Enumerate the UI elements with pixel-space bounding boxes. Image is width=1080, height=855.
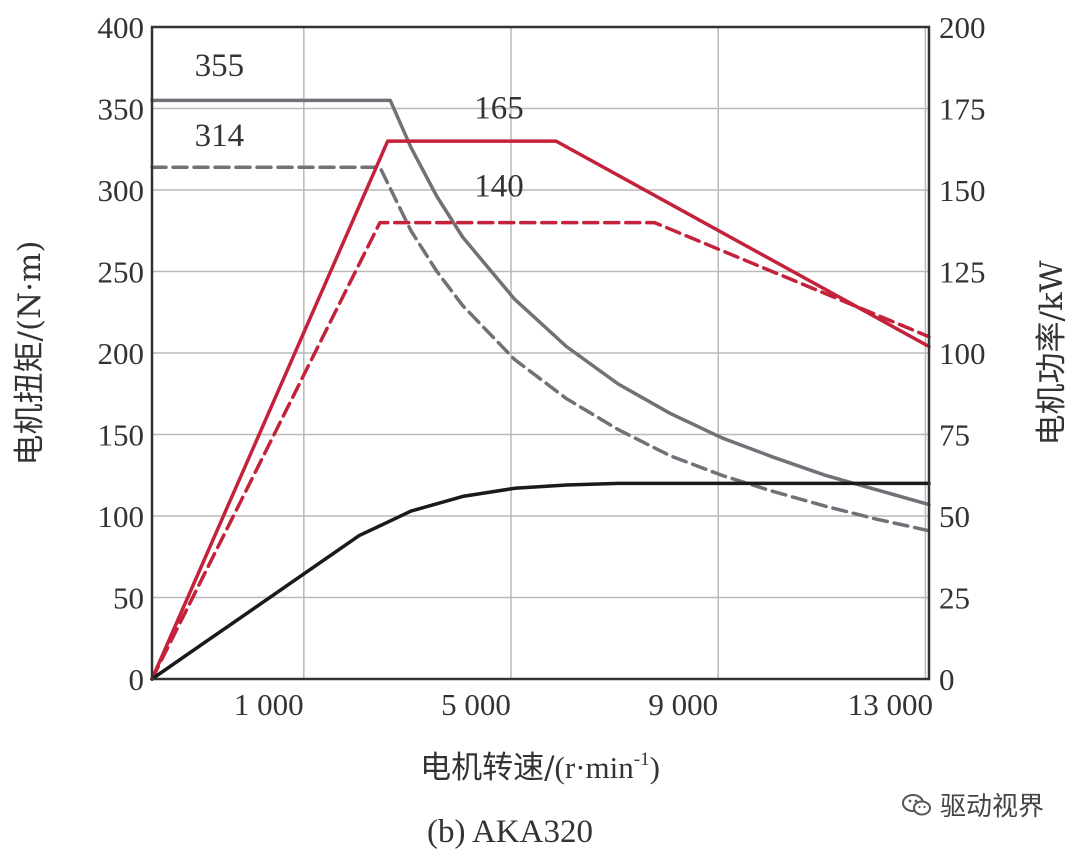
series-line-3 [150, 139, 931, 681]
watermark: 驱动视界 [901, 786, 1044, 823]
y-left-tick-label: 350 [98, 92, 145, 127]
y-left-tick-label: 250 [98, 255, 145, 290]
y-right-axis-label: 电机功率/kW [1034, 260, 1070, 445]
y-left-tick-label: 200 [98, 336, 145, 371]
y-right-tick-label: 200 [939, 10, 986, 45]
data-annotation: 140 [474, 169, 524, 205]
y-right-ticks: 0 25 50 75 100 125 150 175 200 [939, 10, 986, 697]
chart-caption: (b) AKA320 [427, 814, 593, 850]
x-axis-label: 电机转速/(r·min-1) [420, 749, 660, 786]
y-right-tick-label: 175 [939, 92, 986, 127]
y-left-axis-label: 电机扭矩/(N·m) [12, 240, 48, 465]
y-right-tick-label: 25 [939, 581, 970, 616]
series-line-4 [150, 220, 931, 681]
y-left-tick-label: 400 [98, 10, 145, 45]
x-tick-label: 5 000 [441, 687, 511, 722]
y-left-tick-label: 0 [129, 662, 145, 697]
x-tick-label: 9 000 [648, 687, 718, 722]
series-line-2 [150, 165, 931, 533]
watermark-text: 驱动视界 [939, 792, 1044, 822]
y-right-tick-label: 125 [939, 255, 986, 290]
y-right-tick-label: 50 [939, 499, 970, 534]
x-axis-label-close: ) [650, 750, 660, 785]
y-left-tick-label: 100 [98, 499, 145, 534]
y-left-ticks: 0 50 100 150 200 250 300 350 400 [98, 10, 145, 697]
x-axis-label-unit: (r·min [555, 750, 635, 785]
y-left-tick-label: 300 [98, 173, 145, 208]
data-annotation: 314 [195, 118, 245, 154]
x-axis-label-main: 电机转速/ [420, 750, 555, 786]
y-right-tick-label: 75 [939, 418, 970, 453]
y-right-tick-label: 150 [939, 173, 986, 208]
wechat-icon [901, 793, 931, 815]
data-annotation: 355 [195, 48, 245, 84]
annotations: 355 314 165 140 [195, 48, 524, 205]
y-left-tick-label: 50 [113, 581, 144, 616]
x-axis-label-sup: -1 [634, 749, 650, 770]
y-right-tick-label: 0 [939, 662, 955, 697]
y-left-tick-label: 150 [98, 418, 145, 453]
data-annotation: 165 [474, 90, 524, 126]
curves [150, 98, 931, 681]
series-line-5 [150, 481, 931, 681]
plot-frame [150, 25, 931, 681]
series-line-1 [150, 98, 931, 507]
x-ticks: 1 000 5 000 9 000 13 000 [234, 687, 933, 722]
x-tick-label: 13 000 [848, 687, 933, 722]
grid-lines [152, 27, 929, 679]
x-tick-label: 1 000 [234, 687, 304, 722]
y-right-tick-label: 100 [939, 336, 986, 371]
